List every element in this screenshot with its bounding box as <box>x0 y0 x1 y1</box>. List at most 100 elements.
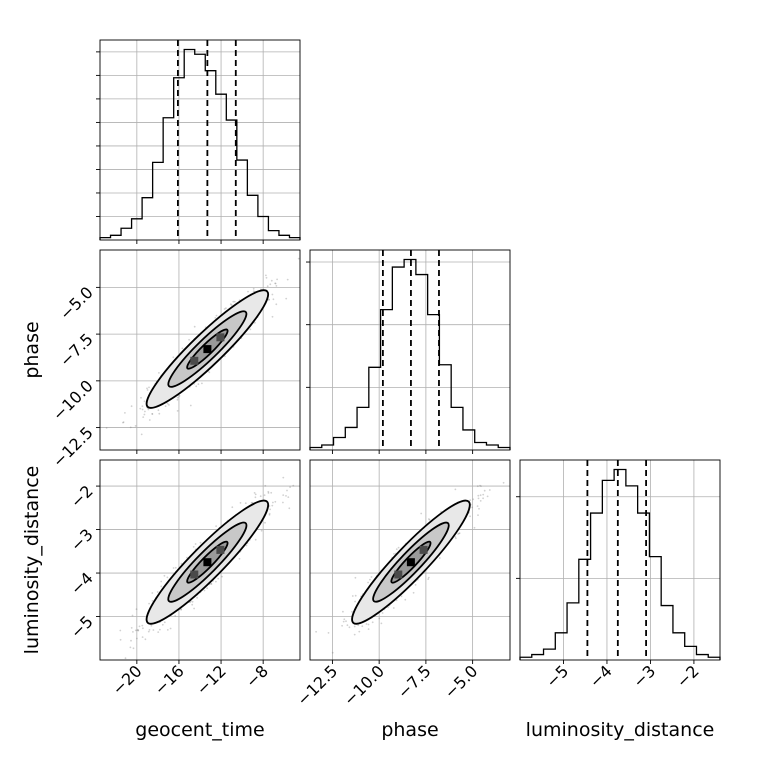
sample-point <box>351 610 353 613</box>
sample-point <box>135 608 138 611</box>
panel-frame <box>519 459 721 661</box>
sample-point <box>143 413 146 416</box>
sample-point <box>395 548 398 551</box>
sample-point <box>151 413 154 415</box>
sample-point <box>331 651 334 654</box>
sample-point <box>428 518 430 520</box>
sample-point <box>186 556 188 559</box>
sample-point <box>143 400 146 403</box>
sample-point <box>232 300 235 303</box>
sample-point <box>265 274 267 277</box>
hist-panel-geocent_time <box>96 39 301 244</box>
sample-point <box>397 546 400 549</box>
sample-point <box>144 410 146 413</box>
sample-point <box>270 491 273 494</box>
sample-point <box>151 600 154 602</box>
sample-point <box>380 622 383 625</box>
sample-point <box>136 637 138 640</box>
sample-point <box>455 537 457 540</box>
sample-point <box>224 355 226 358</box>
sample-point <box>458 532 461 535</box>
sample-point <box>141 636 144 638</box>
sample-point <box>249 328 252 331</box>
sample-point <box>478 507 480 510</box>
sample-point <box>137 629 140 632</box>
sample-point <box>268 514 271 516</box>
sample-point <box>412 591 415 594</box>
sample-point <box>370 576 373 578</box>
sample-point <box>254 538 257 541</box>
sample-point <box>215 525 218 527</box>
sample-point <box>414 584 417 586</box>
sample-point <box>137 629 140 631</box>
sample-point <box>163 574 166 577</box>
sample-point <box>244 502 247 505</box>
sample-point <box>343 618 346 621</box>
sample-point <box>282 494 285 496</box>
sample-point <box>387 606 389 609</box>
sample-point <box>147 630 150 633</box>
sample-point <box>270 279 273 282</box>
sample-point <box>129 426 132 429</box>
sample-point <box>438 557 441 559</box>
sample-point <box>239 502 242 504</box>
sample-point <box>486 495 489 498</box>
sample-point <box>124 412 126 414</box>
sample-point <box>286 489 288 492</box>
sample-point <box>469 499 472 501</box>
sample-point <box>141 408 144 411</box>
sample-point <box>286 278 289 281</box>
sample-point <box>215 314 218 317</box>
y-tick-label-luminosity_distance: −5 <box>67 612 97 642</box>
sample-point <box>269 283 272 286</box>
sample-point <box>158 372 160 374</box>
sample-point <box>178 395 181 397</box>
sample-point <box>146 387 148 390</box>
x-tick-label-luminosity_distance: −3 <box>629 661 659 691</box>
sample-point <box>176 410 179 412</box>
panel-frame <box>309 459 511 661</box>
sample-point <box>471 506 474 509</box>
sample-point <box>134 629 137 632</box>
sample-point <box>259 495 262 498</box>
hist-panel-luminosity_distance <box>516 459 721 664</box>
sample-point <box>395 599 398 602</box>
sample-point <box>215 580 217 583</box>
sample-point <box>148 386 150 389</box>
sample-point <box>265 276 268 279</box>
sample-point <box>267 490 270 493</box>
sample-point <box>140 396 142 399</box>
sample-point <box>454 488 457 491</box>
sample-point <box>285 297 288 300</box>
sample-point <box>247 290 249 293</box>
sample-point <box>252 287 255 290</box>
sample-point <box>131 614 134 617</box>
y-tick-label-luminosity_distance: −2 <box>67 481 97 511</box>
sample-point <box>172 356 175 359</box>
sample-point <box>427 576 430 579</box>
sample-point <box>457 533 459 535</box>
sample-point <box>345 620 347 623</box>
density-core-cell <box>190 356 199 365</box>
sample-point <box>203 589 206 592</box>
sample-point <box>365 623 368 625</box>
sample-point <box>353 625 356 628</box>
sample-point <box>191 603 194 606</box>
sample-point <box>148 629 151 631</box>
sample-point <box>252 290 255 293</box>
sample-point <box>454 536 457 538</box>
scatter-panel-phase-vs-luminosity_distance <box>309 459 511 664</box>
density-core-cell <box>216 545 225 554</box>
sample-point <box>275 285 278 287</box>
sample-point <box>479 500 482 502</box>
sample-point <box>208 371 211 374</box>
sample-point <box>164 405 167 408</box>
sample-point <box>479 484 481 487</box>
sample-point <box>482 497 484 500</box>
sample-point <box>400 595 403 598</box>
sample-point <box>124 657 127 660</box>
y-axis-label-phase: phase <box>21 321 43 378</box>
sample-point <box>130 405 133 408</box>
sample-point <box>392 607 395 609</box>
sample-point <box>130 639 132 642</box>
